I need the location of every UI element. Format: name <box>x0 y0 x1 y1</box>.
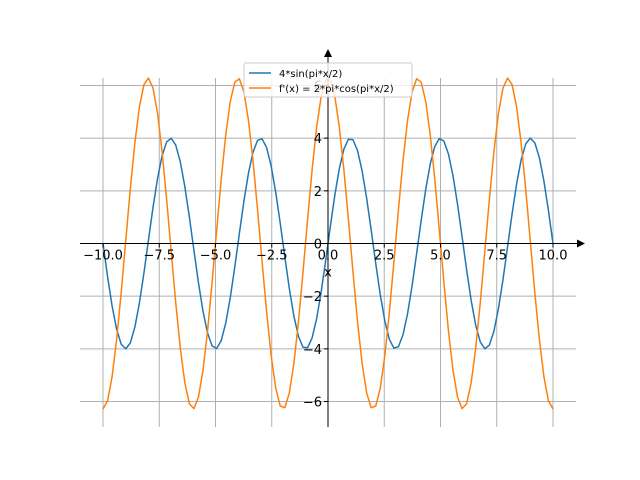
y-tick-label: −6 <box>303 396 322 411</box>
x-tick-label: −7.5 <box>143 249 175 264</box>
legend: 4*sin(pi*x/2) f'(x) = 2*pi*cos(pi*x/2) <box>243 62 413 98</box>
legend-box <box>243 62 413 98</box>
y-tick-label: −4 <box>303 343 322 358</box>
legend-items: 4*sin(pi*x/2) f'(x) = 2*pi*cos(pi*x/2) <box>249 69 394 95</box>
x-tick-label: 2.5 <box>374 249 395 264</box>
x-tick-label: 7.5 <box>486 249 507 264</box>
x-tick-label: 0.0 <box>318 249 339 264</box>
y-tick-label: 0 <box>314 238 322 253</box>
legend-label: 4*sin(pi*x/2) <box>279 69 342 80</box>
x-tick-label: −2.5 <box>256 249 288 264</box>
x-axis-label: x <box>324 266 332 281</box>
legend-label: f'(x) = 2*pi*cos(pi*x/2) <box>279 84 394 95</box>
y-tick-label: 2 <box>314 185 322 200</box>
x-tick-label: −5.0 <box>200 249 232 264</box>
y-tick-label: −2 <box>303 290 322 305</box>
x-tick-label: 5.0 <box>430 249 451 264</box>
tick-labels: −10.0 −7.5 −5.0 −2.5 0.0 2.5 5.0 7.5 10.0 −6 −4 −2 0… <box>83 79 567 410</box>
x-tick-label: 10.0 <box>539 249 568 264</box>
y-tick-label: 4 <box>314 132 322 147</box>
x-axis-arrow-icon <box>577 239 585 248</box>
x-tick-label: −10.0 <box>83 249 123 264</box>
axes <box>80 49 585 427</box>
y-axis-arrow-icon <box>324 49 332 57</box>
